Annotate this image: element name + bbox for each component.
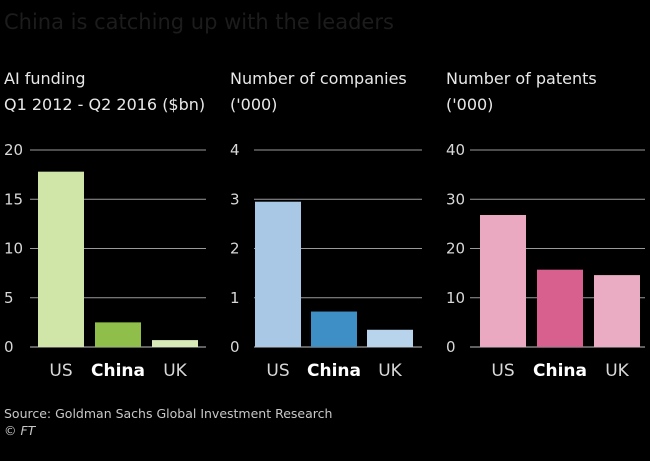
patents-bar-china [537,269,583,347]
patents-panel-title: Number of patents ('000) [446,66,597,118]
companies-title-line1: Number of companies [230,69,407,88]
funding-bar-china [95,322,141,347]
funding-title-line2: Q1 2012 - Q2 2016 ($bn) [4,95,206,114]
funding-ytick-label: 20 [4,141,23,159]
funding-panel-title: AI funding Q1 2012 - Q2 2016 ($bn) [4,66,205,118]
patents-ytick-label: 0 [446,338,456,356]
companies-category-label-china: China [307,361,361,381]
companies-ytick-label: 1 [230,289,240,307]
funding-ytick-label: 15 [4,190,23,208]
patents-ytick-label: 40 [446,141,465,159]
page-title: China is catching up with the leaders [4,10,394,34]
patents-title-line2: ('000) [446,95,494,114]
funding-ytick-label: 0 [4,338,14,356]
patents-category-label-us: US [491,361,514,381]
companies-ytick-label: 4 [230,141,240,159]
companies-panel-title: Number of companies ('000) [230,66,407,118]
patents-title-line1: Number of patents [446,69,597,88]
companies-category-label-us: US [266,361,289,381]
funding-bar-uk [152,340,198,347]
companies-ytick-label: 2 [230,240,240,258]
source-note: Source: Goldman Sachs Global Investment … [4,406,333,421]
funding-bar-us [38,171,84,347]
companies-category-label-uk: UK [378,361,402,381]
companies-bar-uk [367,329,413,347]
funding-ytick-label: 5 [4,289,14,307]
funding-category-label-uk: UK [163,361,187,381]
companies-bar-china [311,311,357,347]
funding-category-label-china: China [91,361,145,381]
patents-bar-uk [594,275,640,347]
credit-note: © FT [4,423,36,438]
patents-bar-us [480,215,526,347]
patents-category-label-china: China [533,361,587,381]
funding-ytick-label: 10 [4,240,23,258]
patents-category-label-uk: UK [605,361,629,381]
funding-category-label-us: US [49,361,72,381]
patents-ytick-label: 20 [446,240,465,258]
companies-title-line2: ('000) [230,95,278,114]
companies-bar-us [255,201,301,347]
companies-ytick-label: 3 [230,190,240,208]
companies-ytick-label: 0 [230,338,240,356]
patents-ytick-label: 10 [446,289,465,307]
funding-title-line1: AI funding [4,69,86,88]
patents-ytick-label: 30 [446,190,465,208]
